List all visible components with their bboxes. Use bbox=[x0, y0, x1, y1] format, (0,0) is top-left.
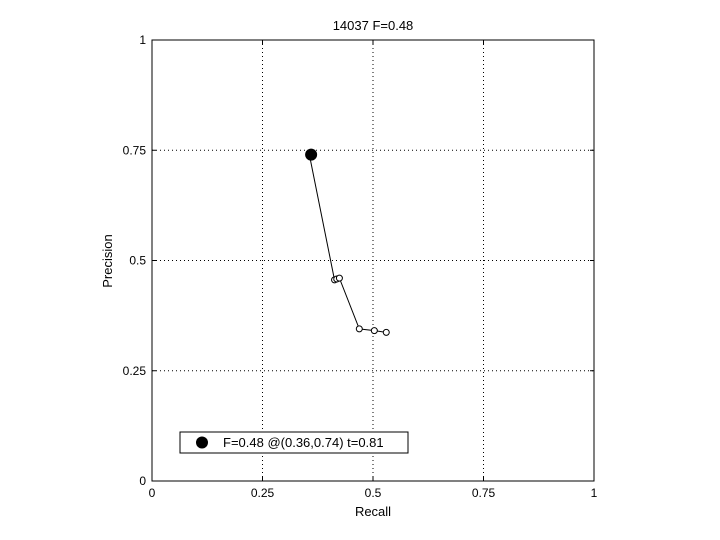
data-point bbox=[382, 328, 390, 336]
best-point bbox=[305, 148, 318, 161]
data-series bbox=[309, 156, 390, 336]
x-tick-label: 0.75 bbox=[472, 486, 496, 500]
axis-ticks bbox=[151, 39, 595, 482]
chart-title: 14037 F=0.48 bbox=[333, 18, 414, 33]
x-tick-label: 0.25 bbox=[251, 486, 275, 500]
y-tick-label: 1 bbox=[139, 33, 146, 47]
grid-lines bbox=[152, 40, 594, 481]
best-point-marker bbox=[305, 148, 318, 161]
y-tick-label: 0.75 bbox=[123, 143, 147, 157]
legend-label: F=0.48 @(0.36,0.74) t=0.81 bbox=[223, 435, 384, 450]
y-tick-label: 0.25 bbox=[123, 364, 147, 378]
x-tick-labels: 0 0.25 0.5 0.75 1 bbox=[149, 486, 598, 500]
data-point bbox=[370, 327, 378, 335]
y-tick-labels: 0 0.25 0.5 0.75 1 bbox=[123, 33, 147, 488]
legend: F=0.48 @(0.36,0.74) t=0.81 bbox=[179, 431, 409, 454]
data-point bbox=[355, 325, 363, 333]
y-tick-label: 0.5 bbox=[129, 254, 146, 268]
x-tick-label: 0.5 bbox=[365, 486, 382, 500]
x-tick-label: 0 bbox=[149, 486, 156, 500]
y-tick-label: 0 bbox=[139, 474, 146, 488]
legend-box bbox=[179, 431, 409, 454]
data-point bbox=[335, 274, 343, 282]
x-axis-title: Recall bbox=[355, 504, 391, 519]
legend-marker bbox=[196, 436, 208, 449]
y-axis-title: Precision bbox=[100, 234, 115, 287]
x-tick-label: 1 bbox=[591, 486, 598, 500]
